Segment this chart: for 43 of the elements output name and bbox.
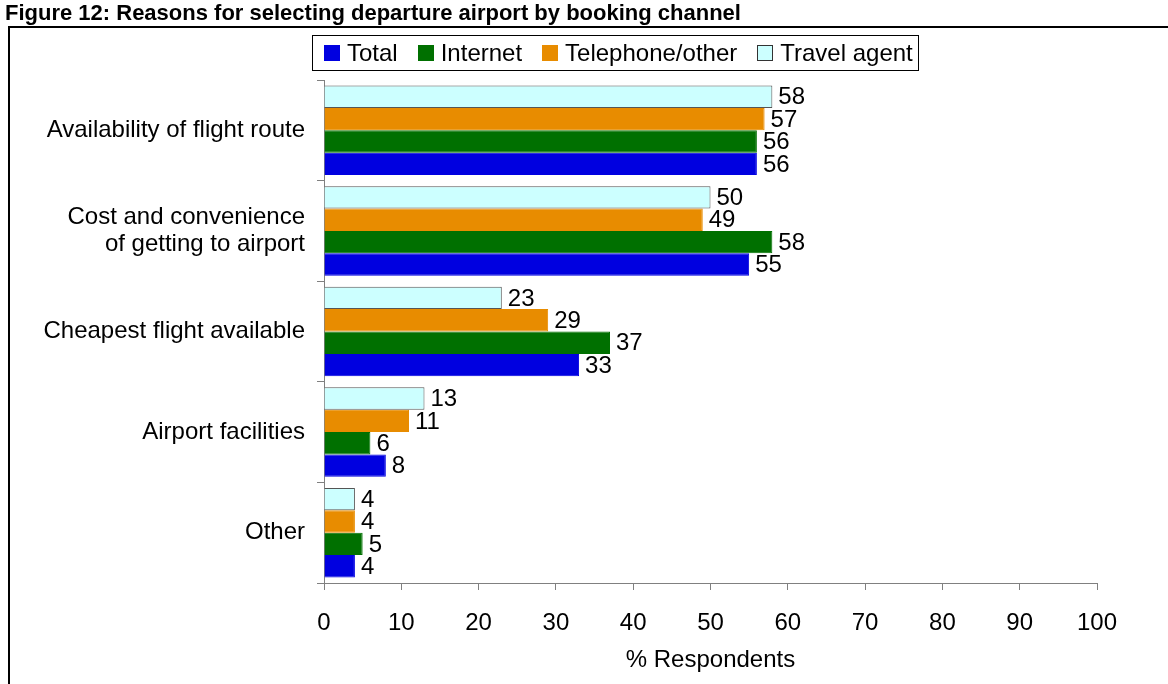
x-axis-title: % Respondents (625, 645, 796, 673)
chart-title: Figure 12: Reasons for selecting departure airport by booking channel (5, 0, 741, 25)
y-tick-label: Availability of flight route (46, 114, 305, 142)
legend-label: Internet (440, 39, 523, 67)
bar (324, 309, 549, 332)
x-tick-label: 100 (1076, 608, 1118, 636)
bar (324, 510, 355, 533)
x-tick-label: 60 (774, 608, 802, 636)
bar (324, 208, 703, 231)
x-tick-label: 50 (697, 608, 724, 636)
y-tick-label: Airport facilities (142, 416, 305, 444)
x-tick-label: 20 (465, 608, 492, 636)
x-tick-label: 10 (387, 608, 415, 636)
data-label: 37 (616, 328, 643, 356)
x-tick-label: 90 (1006, 608, 1034, 636)
bar (324, 107, 765, 131)
y-tick-label: Cost and convenience of getting to airport (67, 202, 306, 257)
bar (324, 152, 757, 176)
data-label: 33 (585, 350, 612, 378)
bar (324, 253, 750, 276)
bar (324, 532, 363, 556)
data-label: 8 (391, 451, 406, 479)
data-label: 6 (376, 428, 390, 456)
x-tick-label: 30 (542, 608, 570, 636)
data-label: 23 (507, 283, 535, 311)
data-label: 29 (554, 305, 581, 333)
bar (324, 331, 611, 354)
legend-label: Telephone/other (565, 39, 738, 67)
x-tick-label: 80 (929, 608, 956, 636)
bar (324, 432, 371, 455)
bar (324, 555, 355, 578)
bar (324, 353, 580, 377)
bar (324, 130, 757, 153)
bar (324, 454, 386, 477)
bar (324, 409, 410, 433)
bar (324, 230, 773, 254)
x-tick-label: 70 (851, 608, 879, 636)
legend-label: Travel agent (780, 39, 913, 67)
y-tick-label: Cheapest flight available (43, 316, 305, 344)
x-tick-label: 0 (317, 608, 331, 636)
x-tick-label: 40 (619, 608, 647, 636)
legend-label: Total (347, 39, 398, 67)
y-tick-label: Other (244, 517, 305, 545)
